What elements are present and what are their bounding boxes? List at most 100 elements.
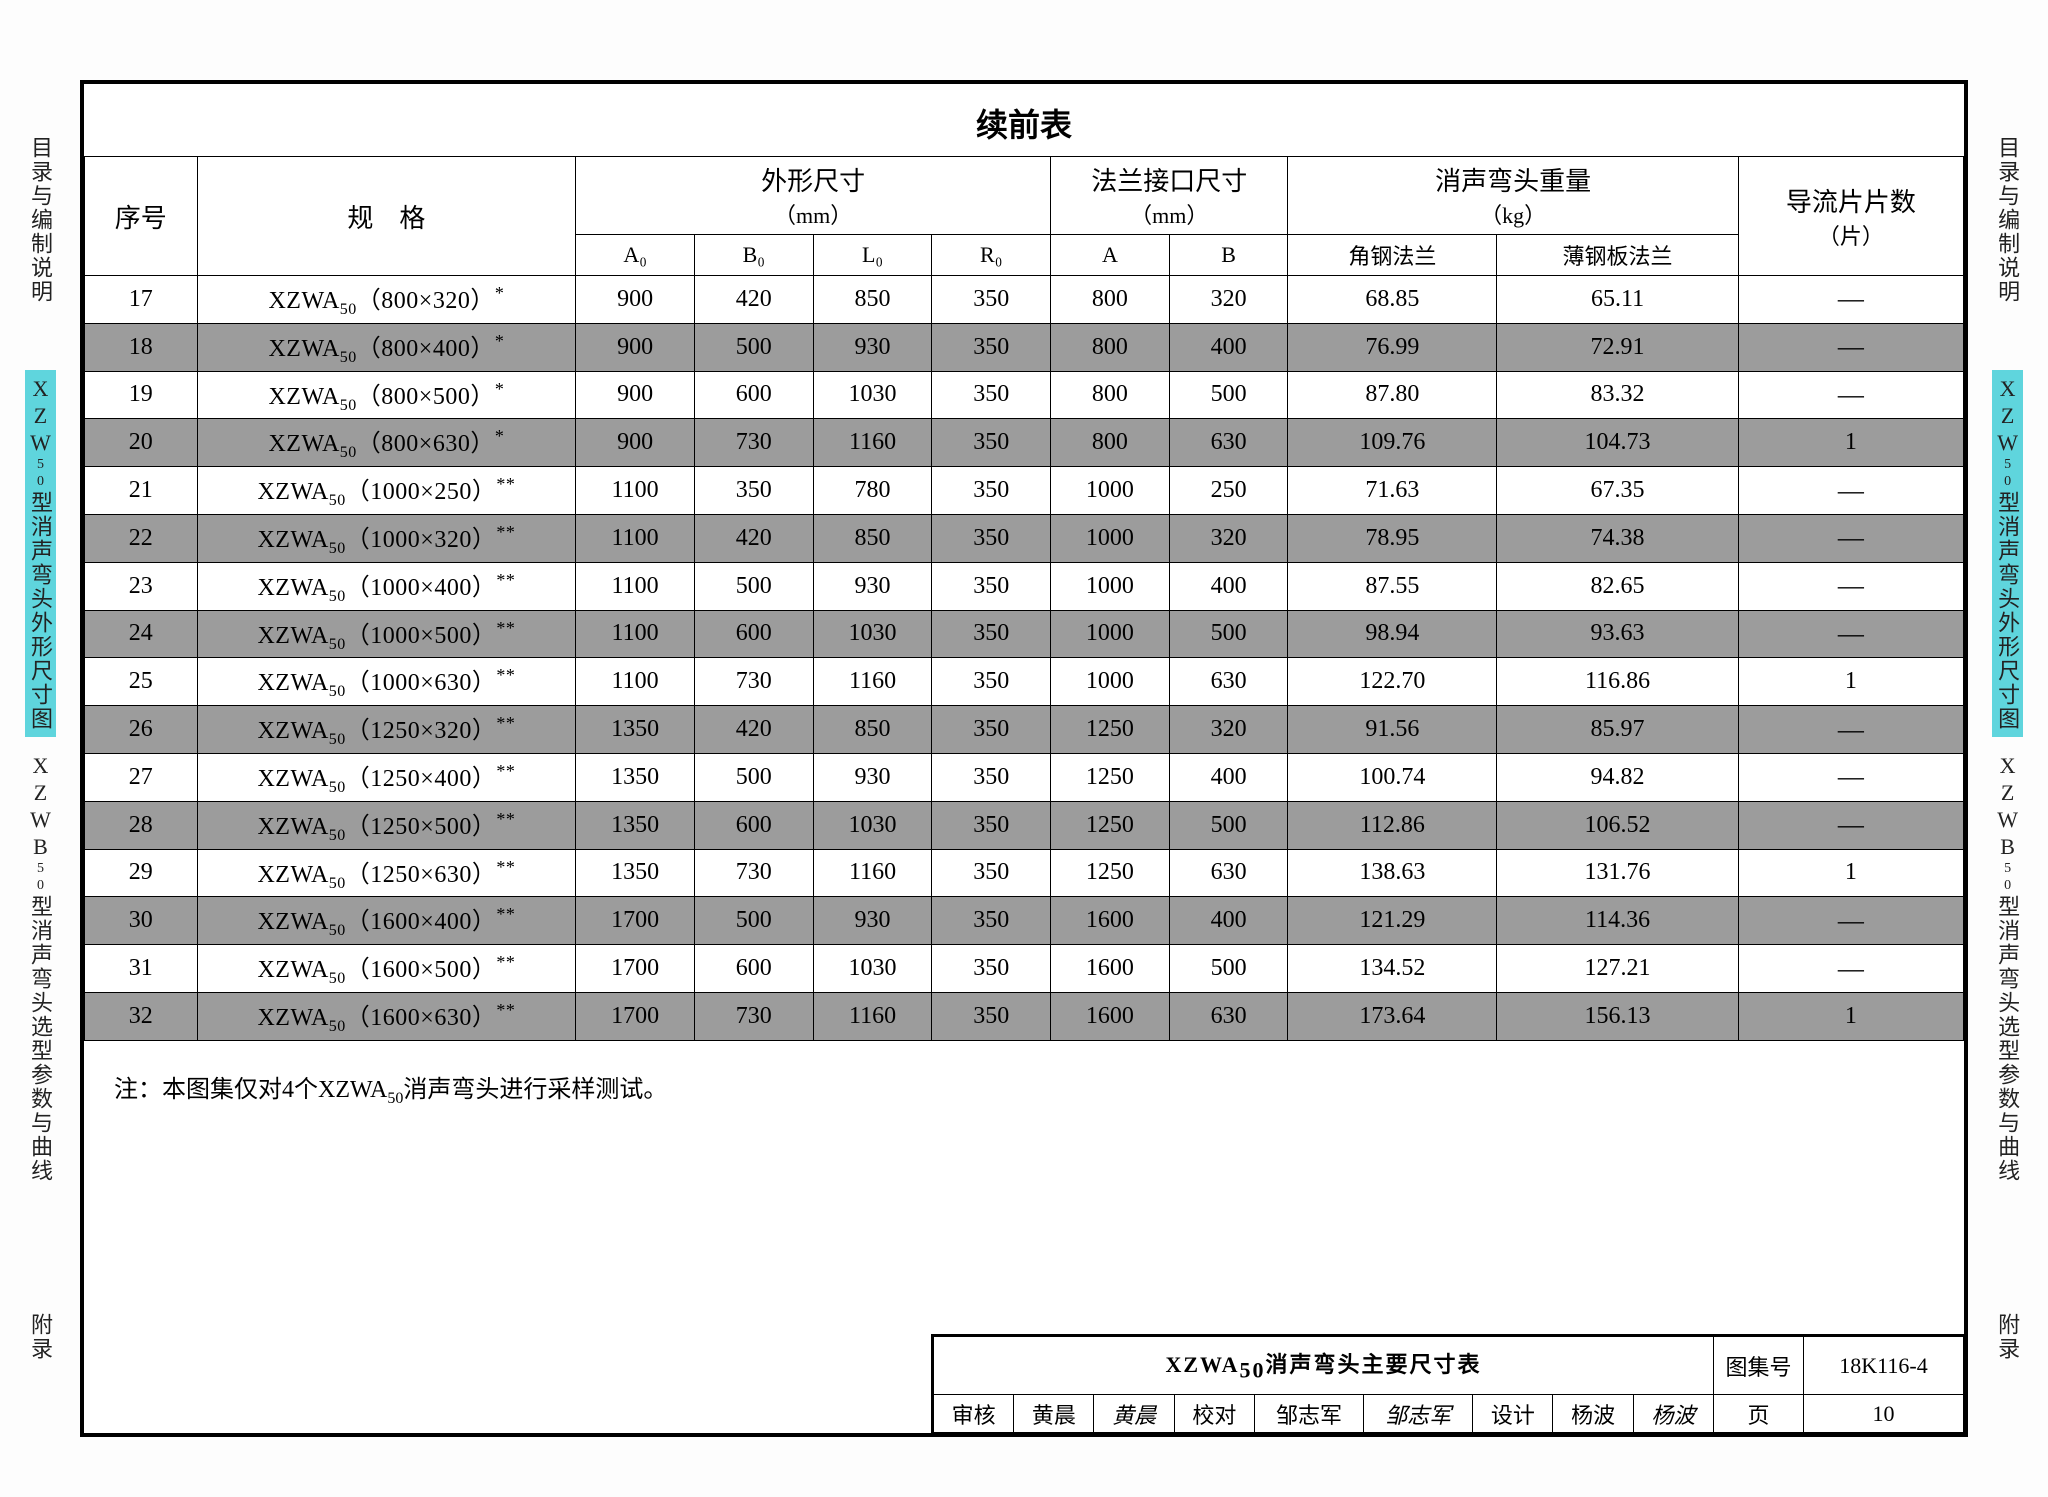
cell-w1: 100.74 — [1288, 753, 1497, 801]
cell-A0: 900 — [576, 419, 695, 467]
cell-spec: XZWA50（800×500）* — [197, 371, 576, 419]
tb-page-lbl: 页 — [1714, 1395, 1804, 1433]
cell-fins: 1 — [1738, 419, 1963, 467]
drawing-frame: 续前表 序号 规 格 外形尺寸（mm） 法兰接口尺寸（mm） 消声弯头重量（kg… — [80, 80, 1968, 1437]
table-header: 序号 规 格 外形尺寸（mm） 法兰接口尺寸（mm） 消声弯头重量（kg） 导流… — [85, 157, 1964, 276]
cell-w1: 122.70 — [1288, 658, 1497, 706]
table-row: 32XZWA50（1600×630）**17007301160350160063… — [85, 992, 1964, 1040]
cell-B0: 500 — [694, 753, 813, 801]
left-tab-toc[interactable]: 目录与编制说明 — [25, 130, 56, 310]
cell-fins: — — [1738, 371, 1963, 419]
cell-B0: 420 — [694, 514, 813, 562]
cell-spec: XZWA50（1600×630）** — [197, 992, 576, 1040]
table-row: 31XZWA50（1600×500）**17006001030350160050… — [85, 945, 1964, 993]
cell-spec: XZWA50（1250×400）** — [197, 753, 576, 801]
table-body: 17XZWA50（800×320）*90042085035080032068.8… — [85, 276, 1964, 1041]
right-tab-toc[interactable]: 目录与编制说明 — [1992, 130, 2023, 310]
title-block: XZWA50消声弯头主要尺寸表 图集号 18K116-4 审核 黄晨 黄晨 校对… — [931, 1334, 1968, 1437]
cell-w1: 112.86 — [1288, 801, 1497, 849]
cell-fins: — — [1738, 801, 1963, 849]
cell-fins: — — [1738, 514, 1963, 562]
cell-B0: 600 — [694, 371, 813, 419]
cell-B: 630 — [1169, 658, 1288, 706]
cell-w1: 109.76 — [1288, 419, 1497, 467]
cell-seq: 26 — [85, 706, 198, 754]
cell-A: 1250 — [1051, 849, 1170, 897]
cell-A: 800 — [1051, 323, 1170, 371]
tb-check-name: 邹志军 — [1254, 1395, 1363, 1433]
cell-B: 320 — [1169, 276, 1288, 324]
cell-spec: XZWA50（1000×500）** — [197, 610, 576, 658]
cell-A: 1000 — [1051, 562, 1170, 610]
cell-w2: 127.21 — [1497, 945, 1739, 993]
cell-L0: 930 — [813, 753, 932, 801]
cell-w2: 114.36 — [1497, 897, 1739, 945]
hdr-R0: R₀ — [932, 235, 1051, 276]
table-caption: 续前表 — [84, 84, 1964, 156]
right-tab-xzwb50[interactable]: XZWB50型消声弯头选型参数与曲线 — [1992, 747, 2023, 1189]
cell-seq: 22 — [85, 514, 198, 562]
cell-spec: XZWA50（1000×630）** — [197, 658, 576, 706]
cell-A0: 1350 — [576, 801, 695, 849]
left-tab-xzw50[interactable]: XZW50型消声弯头外形尺寸图 — [25, 370, 56, 737]
cell-seq: 31 — [85, 945, 198, 993]
table-row: 28XZWA50（1250×500）**13506001030350125050… — [85, 801, 1964, 849]
table-row: 17XZWA50（800×320）*90042085035080032068.8… — [85, 276, 1964, 324]
table-row: 25XZWA50（1000×630）**11007301160350100063… — [85, 658, 1964, 706]
cell-A0: 1100 — [576, 658, 695, 706]
tb-design-lbl: 设计 — [1473, 1395, 1553, 1433]
table-row: 29XZWA50（1250×630）**13507301160350125063… — [85, 849, 1964, 897]
cell-A0: 1700 — [576, 897, 695, 945]
cell-R0: 350 — [932, 371, 1051, 419]
footnote: 注：本图集仅对4个XZWA50消声弯头进行采样测试。 — [114, 1069, 667, 1108]
cell-spec: XZWA50（1600×500）** — [197, 945, 576, 993]
left-tab-appendix[interactable]: 附录 — [25, 1307, 56, 1367]
cell-spec: XZWA50（1600×400）** — [197, 897, 576, 945]
cell-A0: 1100 — [576, 467, 695, 515]
cell-seq: 17 — [85, 276, 198, 324]
tb-review-lbl: 审核 — [934, 1395, 1014, 1433]
table-row: 21XZWA50（1000×250）**11003507803501000250… — [85, 467, 1964, 515]
cell-A: 800 — [1051, 371, 1170, 419]
cell-R0: 350 — [932, 562, 1051, 610]
cell-spec: XZWA50（800×400）* — [197, 323, 576, 371]
cell-B0: 730 — [694, 992, 813, 1040]
cell-w1: 76.99 — [1288, 323, 1497, 371]
cell-spec: XZWA50（1000×400）** — [197, 562, 576, 610]
cell-R0: 350 — [932, 849, 1051, 897]
cell-A: 1250 — [1051, 801, 1170, 849]
cell-R0: 350 — [932, 514, 1051, 562]
cell-R0: 350 — [932, 658, 1051, 706]
cell-B0: 730 — [694, 849, 813, 897]
cell-fins: 1 — [1738, 658, 1963, 706]
cell-R0: 350 — [932, 992, 1051, 1040]
cell-w2: 156.13 — [1497, 992, 1739, 1040]
cell-B0: 600 — [694, 801, 813, 849]
tb-review-name: 黄晨 — [1014, 1395, 1094, 1433]
cell-spec: XZWA50（1250×630）** — [197, 849, 576, 897]
cell-A0: 1350 — [576, 706, 695, 754]
cell-L0: 1160 — [813, 419, 932, 467]
cell-A: 800 — [1051, 419, 1170, 467]
hdr-w1: 角钢法兰 — [1288, 235, 1497, 276]
cell-w1: 87.55 — [1288, 562, 1497, 610]
right-tab-xzw50[interactable]: XZW50型消声弯头外形尺寸图 — [1992, 370, 2023, 737]
titleblock-book-label: 图集号 — [1714, 1337, 1804, 1395]
hdr-spec: 规 格 — [197, 157, 576, 276]
cell-w2: 82.65 — [1497, 562, 1739, 610]
cell-spec: XZWA50（1000×250）** — [197, 467, 576, 515]
table-row: 19XZWA50（800×500）*900600103035080050087.… — [85, 371, 1964, 419]
cell-B0: 420 — [694, 276, 813, 324]
hdr-flange: 法兰接口尺寸（mm） — [1051, 157, 1288, 235]
cell-L0: 1160 — [813, 658, 932, 706]
right-tab-appendix[interactable]: 附录 — [1992, 1307, 2023, 1367]
cell-A0: 1100 — [576, 514, 695, 562]
cell-B0: 730 — [694, 419, 813, 467]
cell-R0: 350 — [932, 801, 1051, 849]
cell-B: 630 — [1169, 419, 1288, 467]
cell-fins: — — [1738, 610, 1963, 658]
left-tab-xzwb50[interactable]: XZWB50型消声弯头选型参数与曲线 — [25, 747, 56, 1189]
table-row: 22XZWA50（1000×320）**11004208503501000320… — [85, 514, 1964, 562]
table-row: 23XZWA50（1000×400）**11005009303501000400… — [85, 562, 1964, 610]
tb-design-sign: 杨波 — [1633, 1395, 1713, 1433]
